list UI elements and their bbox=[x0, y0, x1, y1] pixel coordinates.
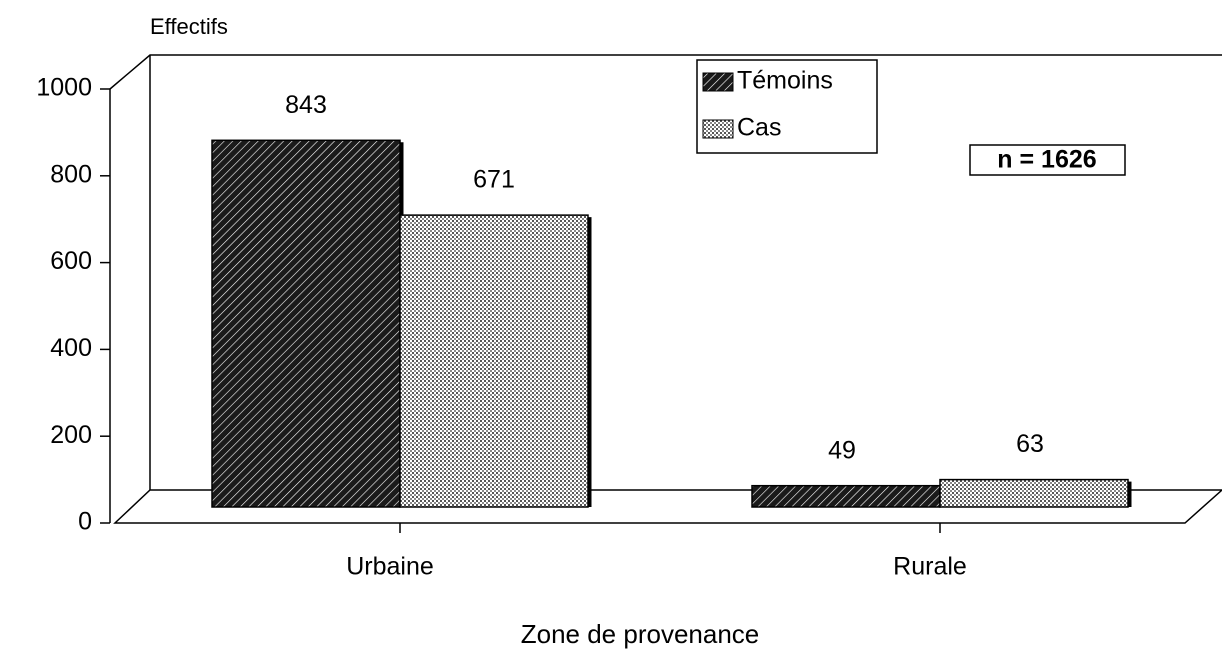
x-tick-label: Urbaine bbox=[346, 553, 434, 581]
bar bbox=[399, 214, 589, 508]
legend-swatch bbox=[702, 72, 734, 92]
y-tick-label: 200 bbox=[50, 421, 92, 449]
bar bbox=[939, 478, 1129, 508]
legend-swatch bbox=[702, 119, 734, 139]
legend-label: Témoins bbox=[737, 67, 833, 95]
data-label: 49 bbox=[828, 436, 856, 464]
data-label: 671 bbox=[473, 166, 515, 194]
y-tick-label: 1000 bbox=[36, 74, 92, 102]
bar bbox=[751, 484, 941, 508]
data-label: 63 bbox=[1016, 430, 1044, 458]
legend-label: Cas bbox=[737, 114, 781, 142]
y-tick-label: 0 bbox=[78, 508, 92, 536]
annotation: n = 1626 bbox=[997, 146, 1096, 174]
data-label: 843 bbox=[285, 91, 327, 119]
y-tick-label: 400 bbox=[50, 334, 92, 362]
annotation-box bbox=[969, 144, 1126, 176]
floor bbox=[113, 489, 1222, 524]
bar bbox=[211, 139, 401, 508]
wall-top bbox=[109, 54, 1222, 90]
x-tick-label: Rurale bbox=[893, 553, 967, 581]
y-axis-label: Effectifs bbox=[150, 14, 228, 39]
walls bbox=[109, 54, 1222, 524]
y-tick-label: 600 bbox=[50, 247, 92, 275]
x-axis-label: Zone de provenance bbox=[521, 619, 760, 649]
y-tick-label: 800 bbox=[50, 160, 92, 188]
